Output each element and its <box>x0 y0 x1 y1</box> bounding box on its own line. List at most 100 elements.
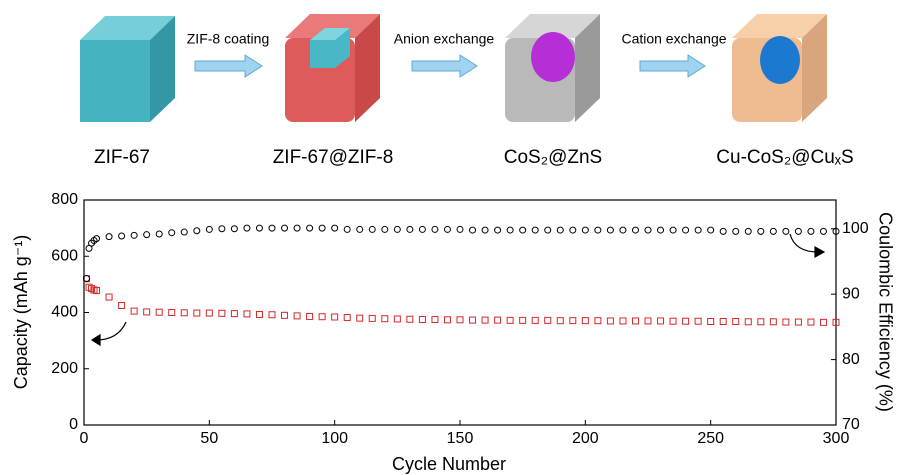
data-point <box>808 228 814 234</box>
data-point <box>545 317 551 323</box>
data-point <box>294 313 300 319</box>
data-point <box>369 226 375 232</box>
data-point <box>708 227 714 233</box>
y-axis-title: Capacity (mAh g⁻¹) <box>11 235 31 390</box>
figure: ZIF-8 coating Anion exchange Cation exch… <box>0 0 897 475</box>
y-tick-label: 600 <box>51 247 78 264</box>
data-point <box>144 232 150 238</box>
data-point <box>557 227 563 233</box>
data-point <box>658 318 664 324</box>
data-point <box>708 319 714 325</box>
data-point <box>119 302 125 308</box>
x-tick-label: 100 <box>321 430 348 447</box>
material-label: CoS₂@ZnS <box>504 147 602 168</box>
data-point <box>745 319 751 325</box>
data-point <box>144 309 150 315</box>
data-point <box>733 228 739 234</box>
data-point <box>219 226 225 232</box>
data-point <box>269 225 275 231</box>
data-point <box>206 226 212 232</box>
data-point <box>294 225 300 231</box>
data-point <box>670 227 676 233</box>
data-point <box>382 226 388 232</box>
data-point <box>632 318 638 324</box>
data-point <box>344 315 350 321</box>
data-point <box>106 294 112 300</box>
data-point <box>482 227 488 233</box>
data-point <box>695 318 701 324</box>
data-point <box>407 316 413 322</box>
data-point <box>607 318 613 324</box>
data-point <box>520 227 526 233</box>
data-point <box>156 231 162 237</box>
data-point <box>820 228 826 234</box>
data-point <box>720 228 726 234</box>
data-point <box>357 226 363 232</box>
data-point <box>394 316 400 322</box>
cube-cu-cos2-cuxs <box>732 14 827 122</box>
process-arrows <box>195 55 705 77</box>
data-point <box>783 319 789 325</box>
cube-cos2-zns <box>505 14 600 122</box>
data-point <box>194 310 200 316</box>
data-point <box>444 317 450 323</box>
material-label: ZIF-67 <box>94 147 150 168</box>
data-point <box>683 318 689 324</box>
data-point <box>620 318 626 324</box>
y2-tick-label: 90 <box>842 285 860 302</box>
data-point <box>557 318 563 324</box>
step-label: ZIF-8 coating <box>187 31 269 47</box>
data-point <box>595 318 601 324</box>
data-point <box>595 227 601 233</box>
data-point <box>156 309 162 315</box>
data-point <box>570 318 576 324</box>
data-point <box>332 225 338 231</box>
cube-zif67-zif8 <box>285 14 380 122</box>
data-point <box>319 314 325 320</box>
data-point <box>332 314 338 320</box>
x-tick-label: 250 <box>697 430 724 447</box>
data-point <box>106 234 112 240</box>
data-point <box>695 227 701 233</box>
data-point <box>269 312 275 318</box>
step-label: Anion exchange <box>394 31 495 47</box>
data-point <box>582 318 588 324</box>
data-point <box>745 228 751 234</box>
x-tick-label: 150 <box>447 430 474 447</box>
data-point <box>282 312 288 318</box>
data-point <box>344 226 350 232</box>
x-tick-label: 200 <box>572 430 599 447</box>
data-point <box>645 227 651 233</box>
data-point <box>770 319 776 325</box>
data-point <box>244 225 250 231</box>
data-point <box>256 311 262 317</box>
data-point <box>808 319 814 325</box>
data-point <box>119 233 125 239</box>
data-point <box>570 227 576 233</box>
data-point <box>545 227 551 233</box>
data-point <box>495 317 501 323</box>
y2-tick-label: 70 <box>842 416 860 433</box>
data-point <box>795 319 801 325</box>
material-label: Cu-CoS₂@CuₓS <box>716 147 853 168</box>
x-tick-label: 50 <box>200 430 218 447</box>
y2-tick-label: 80 <box>842 351 860 368</box>
data-point <box>369 315 375 321</box>
data-point <box>507 317 513 323</box>
data-point <box>307 225 313 231</box>
data-point <box>532 317 538 323</box>
data-point <box>457 317 463 323</box>
data-point <box>733 319 739 325</box>
data-point <box>470 227 476 233</box>
data-point <box>169 230 175 236</box>
data-point <box>307 313 313 319</box>
data-point <box>758 228 764 234</box>
data-point <box>181 310 187 316</box>
data-point <box>482 317 488 323</box>
x-tick-label: 0 <box>80 430 89 447</box>
y-tick-label: 800 <box>51 191 78 208</box>
data-point <box>394 226 400 232</box>
data-point <box>419 317 425 323</box>
data-point <box>256 225 262 231</box>
y2-axis-title: Coulombic Efficiency (%) <box>875 212 895 412</box>
